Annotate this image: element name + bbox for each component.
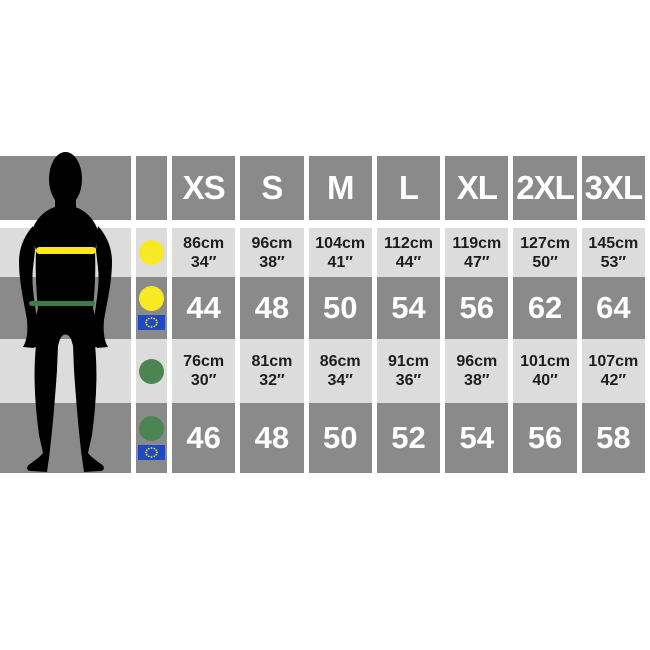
chest-eu-cell-m: 50 <box>308 277 372 339</box>
eu-flag-icon <box>138 445 165 460</box>
chest-eu-cell-xl: 56 <box>445 277 509 339</box>
waist-eu-cell-s: 48 <box>240 403 304 473</box>
chest-inch-value: 34″ <box>190 253 217 271</box>
waist-eu-cell-xs: 46 <box>172 403 236 473</box>
waist-cm-value: 81cm <box>251 353 293 370</box>
eu-flag-icon <box>138 315 165 330</box>
chest-cell-m: 104cm 41″ <box>308 228 372 277</box>
waist-cell-s: 81cm 32″ <box>240 339 304 403</box>
waist-inch-value: 38″ <box>464 372 490 389</box>
size-header-2xl: 2XL <box>513 156 577 220</box>
chest-eu-cell-l: 54 <box>376 277 441 339</box>
chest-cm-value: 86cm <box>183 234 225 252</box>
right-leg <box>73 345 104 472</box>
waist-eu-row-indicator <box>136 403 167 473</box>
chest-cm-value: 104cm <box>315 234 366 252</box>
waist-inch-value: 42″ <box>600 372 627 389</box>
right-arm <box>93 226 112 348</box>
chest-row-indicator <box>136 228 167 277</box>
chest-eu-cell-xs: 44 <box>172 277 236 339</box>
waist-cm-value: 76cm <box>183 353 225 370</box>
waist-eu-cell-2xl: 56 <box>513 403 577 473</box>
waist-inch-value: 40″ <box>532 372 558 389</box>
chest-inch-value: 50″ <box>532 253 558 271</box>
waist-cell-l: 91cm 36″ <box>376 339 441 403</box>
waist-cell-xl: 96cm 38″ <box>445 339 509 403</box>
chest-inch-value: 44″ <box>395 253 422 271</box>
chest-eu-cell-3xl: 64 <box>581 277 645 339</box>
yellow-circle-icon <box>139 240 164 265</box>
chest-cm-value: 127cm <box>520 234 570 252</box>
torso <box>31 206 99 318</box>
chest-cell-3xl: 145cm 53″ <box>581 228 645 277</box>
waist-eu-cell-l: 52 <box>376 403 441 473</box>
header-indicator-spacer <box>136 156 167 220</box>
chest-cm-value: 112cm <box>384 234 433 252</box>
chest-cell-l: 112cm 44″ <box>376 228 441 277</box>
chest-inch-value: 53″ <box>600 253 627 271</box>
waist-eu-cell-xl: 54 <box>445 403 509 473</box>
waist-inch-value: 30″ <box>190 372 217 389</box>
waist-cell-2xl: 101cm 40″ <box>513 339 577 403</box>
waist-cm-value: 107cm <box>588 353 639 370</box>
waist-cm-value: 86cm <box>319 353 361 370</box>
waist-row-indicator <box>136 339 167 403</box>
green-circle-icon <box>139 416 164 441</box>
waist-eu-cell-3xl: 58 <box>581 403 645 473</box>
chest-cm-value: 145cm <box>588 234 639 252</box>
size-header-s: S <box>240 156 304 220</box>
male-silhouette-figure <box>19 152 112 472</box>
waist-cell-m: 86cm 34″ <box>308 339 372 403</box>
waist-cm-value: 96cm <box>456 353 498 370</box>
size-header-xs: XS <box>172 156 236 220</box>
silhouette-panel <box>0 152 131 473</box>
chest-inch-value: 38″ <box>259 253 285 271</box>
chest-inch-value: 47″ <box>464 253 490 271</box>
chest-eu-cell-s: 48 <box>240 277 304 339</box>
waist-cm-value: 91cm <box>388 353 429 370</box>
head <box>49 152 82 206</box>
chest-cell-2xl: 127cm 50″ <box>513 228 577 277</box>
chest-cell-xs: 86cm 34″ <box>172 228 236 277</box>
chest-eu-cell-2xl: 62 <box>513 277 577 339</box>
chest-cm-value: 96cm <box>251 234 293 252</box>
left-arm <box>19 226 38 348</box>
chest-cell-xl: 119cm 47″ <box>445 228 509 277</box>
chest-measure-line-yellow <box>36 247 96 254</box>
size-header-xl: XL <box>445 156 509 220</box>
chest-cm-value: 119cm <box>452 234 502 252</box>
yellow-circle-icon <box>139 286 164 311</box>
chest-cell-s: 96cm 38″ <box>240 228 304 277</box>
shorts <box>32 308 99 349</box>
waist-cell-xs: 76cm 30″ <box>172 339 236 403</box>
size-header-l: L <box>376 156 441 220</box>
size-header-m: M <box>308 156 372 220</box>
size-header-3xl: 3XL <box>581 156 645 220</box>
chest-eu-row-indicator <box>136 277 167 339</box>
chest-inch-value: 41″ <box>327 253 353 271</box>
waist-eu-cell-m: 50 <box>308 403 372 473</box>
waist-cell-3xl: 107cm 42″ <box>581 339 645 403</box>
waist-inch-value: 36″ <box>395 372 422 389</box>
size-chart: XS S M L XL 2XL 3XL 86cm 34″ 96cm 38″ 104c… <box>0 152 645 473</box>
waist-cm-value: 101cm <box>520 353 570 370</box>
green-circle-icon <box>139 358 164 384</box>
left-leg <box>27 345 58 472</box>
waist-inch-value: 34″ <box>327 372 353 389</box>
waist-measure-line-green <box>29 301 95 306</box>
waist-inch-value: 32″ <box>259 372 285 389</box>
